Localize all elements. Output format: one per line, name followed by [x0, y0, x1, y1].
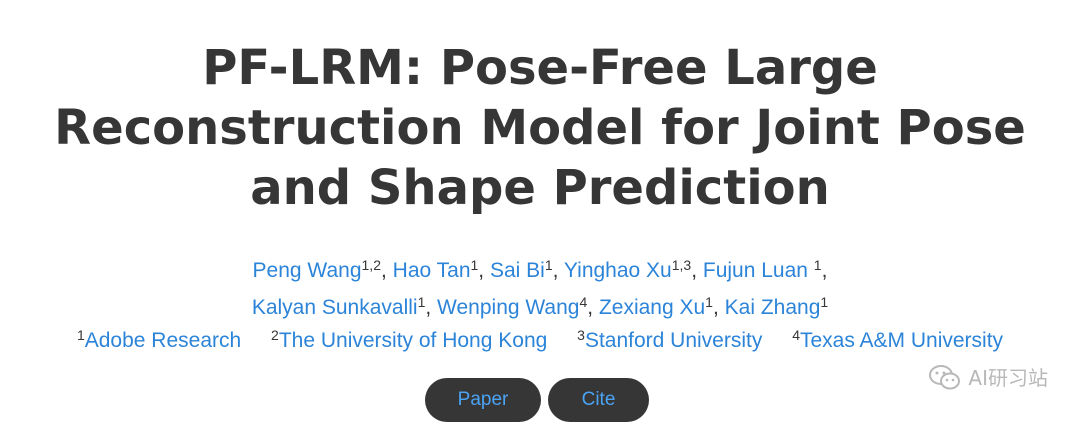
button-row: Paper Cite [0, 378, 1080, 424]
cite-button[interactable]: Cite [548, 378, 649, 422]
author-link[interactable]: Hao Tan1 [392, 257, 479, 282]
title-line-2: Reconstruction Model for Joint Pose [54, 100, 1026, 156]
affiliation-link[interactable]: 4Texas A&M University [792, 327, 1004, 352]
affiliation-list: 1Adobe Research 2The University of Hong … [0, 325, 1080, 357]
author-line-2: Kalyan Sunkavalli1, Wenping Wang4, Zexia… [251, 294, 829, 319]
author-link[interactable]: Zexiang Xu1 [598, 294, 713, 319]
author-link[interactable]: Kalyan Sunkavalli1 [251, 294, 426, 319]
author-line-1: Peng Wang1,2, Hao Tan1, Sai Bi1, Yinghao… [252, 257, 828, 282]
affiliation-link[interactable]: 1Adobe Research [76, 327, 242, 352]
watermark: AI研习站 [928, 363, 1048, 393]
author-link[interactable]: Peng Wang1,2 [252, 257, 381, 282]
paper-button[interactable]: Paper [425, 378, 541, 422]
author-link[interactable]: Wenping Wang4 [437, 294, 588, 319]
page-title: PF-LRM: Pose-Free Large Reconstruction M… [0, 38, 1080, 218]
affiliation-link[interactable]: 2The University of Hong Kong [271, 327, 548, 352]
author-link[interactable]: Fujun Luan 1 [702, 257, 822, 282]
title-line-3: and Shape Prediction [250, 160, 830, 216]
author-link[interactable]: Sai Bi1 [489, 257, 553, 282]
watermark-text: AI研习站 [968, 366, 1048, 390]
author-link[interactable]: Yinghao Xu1,3 [563, 257, 692, 282]
affiliation-link[interactable]: 3Stanford University [577, 327, 763, 352]
author-link[interactable]: Kai Zhang1 [724, 294, 829, 319]
title-line-1: PF-LRM: Pose-Free Large [202, 40, 878, 96]
wechat-icon [928, 364, 962, 392]
author-list: Peng Wang1,2, Hao Tan1, Sai Bi1, Yinghao… [0, 252, 1080, 326]
